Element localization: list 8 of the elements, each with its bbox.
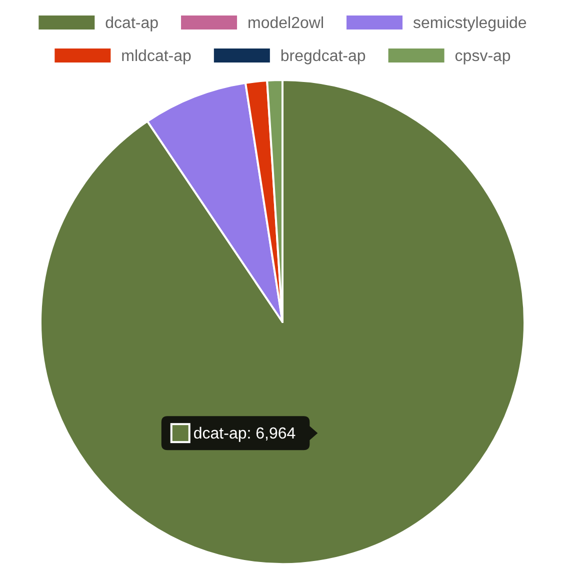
legend-label: model2owl	[248, 15, 324, 32]
legend-label: bregdcat-ap	[280, 48, 366, 66]
legend-label: cpsv-ap	[454, 48, 511, 66]
legend-label: mldcat-ap	[121, 48, 192, 66]
legend-label: dcat-ap	[105, 15, 159, 32]
pie-slice	[146, 82, 284, 323]
data-label: dcat-ap: 6,964	[193, 426, 296, 443]
legend-label: semicstyleguide	[413, 15, 527, 32]
